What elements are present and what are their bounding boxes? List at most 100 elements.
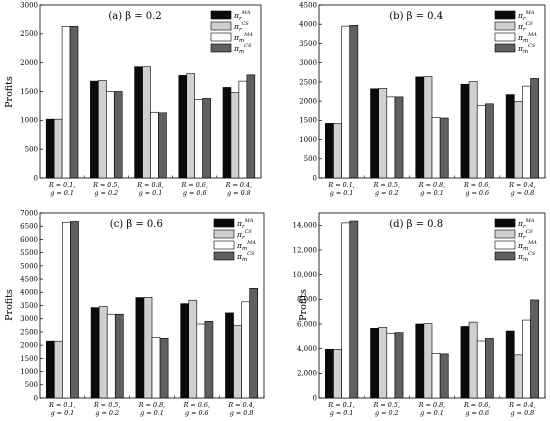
bar (513, 354, 523, 399)
y-tick-label: 3500 (20, 302, 38, 310)
bar (249, 288, 259, 399)
bar (476, 340, 486, 399)
bar (113, 91, 123, 179)
bar (530, 299, 539, 399)
legend-swatch (210, 32, 232, 42)
bar (150, 111, 159, 179)
y-tick-label: 2000 (20, 342, 38, 350)
bar (522, 319, 531, 399)
x-tick-label: g = 0.8 (511, 189, 535, 197)
y-axis-label: Profits (4, 76, 15, 108)
x-tick-label: g = 0.6 (465, 189, 489, 197)
y-tick-label: 3500 (299, 40, 317, 48)
bar (431, 353, 441, 399)
x-tick-label: R = 0.6, (463, 401, 490, 409)
bar (204, 321, 214, 399)
bar (188, 299, 198, 399)
bar (106, 313, 116, 399)
bar (468, 321, 478, 399)
bar (522, 85, 531, 179)
x-tick-label: g = 0.1 (50, 189, 74, 197)
x-tick-label: R = 0.4, (225, 181, 252, 189)
x-tick-label: R = 0.4, (227, 401, 254, 409)
y-tick-label: 1500 (20, 88, 38, 96)
bar (386, 96, 396, 179)
x-tick-label: g = 0.1 (330, 189, 354, 197)
bar (415, 323, 425, 399)
legend-swatch (210, 21, 232, 31)
x-tick-label: g = 0.1 (420, 189, 444, 197)
y-tick-label: 5500 (20, 249, 38, 257)
y-tick-label: 1500 (20, 355, 38, 363)
chart-title: (c) β = 0.6 (110, 219, 163, 230)
legend-label: πrMA (233, 10, 251, 22)
bar (159, 337, 169, 399)
bar (460, 326, 470, 399)
x-tick-label: R = 0.8, (418, 401, 445, 409)
bar (349, 25, 359, 179)
legend-label: πrCS (236, 229, 252, 241)
chart-title: (d) β = 0.8 (389, 219, 443, 230)
bar (151, 337, 161, 399)
y-axis-label: Profits (4, 289, 15, 321)
bar (158, 112, 167, 179)
y-tick-label: 1000 (20, 117, 38, 125)
chart-panel-1: 0 500 1000 1500 2000 2500 3000 Profits (a) β = 0… (4, 1, 262, 197)
bar (61, 26, 71, 179)
bar (69, 26, 79, 179)
y-tick-label: 14,000 (293, 222, 318, 230)
x-tick-label: R = 0.8, (136, 181, 163, 189)
y-tick-label: 3000 (299, 59, 317, 67)
bar (196, 323, 206, 399)
legend-swatch (494, 21, 516, 31)
bar (349, 220, 359, 399)
y-tick-label: 3000 (20, 315, 38, 323)
bar (222, 87, 232, 179)
bar (194, 99, 203, 179)
x-tick-label: g = 0.1 (330, 409, 354, 417)
legend-swatch (494, 10, 516, 20)
bar (143, 297, 153, 399)
legend-swatch (210, 10, 232, 20)
x-tick-label: g = 0.8 (227, 189, 251, 197)
bar (431, 117, 441, 179)
chart-panel-4: 0 2,000 4,000 6,000 8,000 10,000 12,000 14,000 P… (293, 212, 546, 417)
bar (370, 88, 379, 179)
bar (468, 81, 478, 179)
bar (439, 117, 449, 179)
bar (90, 307, 100, 399)
x-tick-label: R = 0.1, (327, 181, 354, 189)
legend-label: πmMA (233, 32, 253, 44)
bar (180, 303, 190, 399)
x-tick-label: g = 0.8 (511, 409, 535, 417)
bar (423, 76, 433, 179)
bar (178, 75, 188, 179)
legend-label: πrMA (236, 218, 254, 230)
legend-label: πmMA (517, 32, 537, 44)
legend-label: πmCS (517, 251, 536, 263)
bar (325, 123, 334, 179)
y-tick-label: 1500 (299, 117, 317, 125)
bar (53, 118, 63, 179)
chart-panel-3: 0 500 1000 1500 2000 2500 3000 3500 4000 4500 5000… (4, 209, 265, 417)
x-tick-label: g = 0.1 (51, 409, 75, 417)
y-tick-label: 10,000 (293, 271, 318, 279)
y-tick-label: 4000 (20, 289, 38, 297)
x-tick-label: g = 0.1 (140, 409, 164, 417)
bar (70, 221, 79, 399)
bar (45, 340, 55, 399)
y-tick-label: 5000 (20, 262, 38, 270)
x-tick-label: R = 0.6, (183, 401, 210, 409)
bar (325, 348, 334, 399)
y-tick-label: 7000 (20, 209, 38, 217)
legend-swatch (494, 240, 516, 250)
y-tick-label: 4,000 (297, 345, 317, 353)
y-tick-label: 4000 (299, 21, 317, 29)
y-tick-label: 12,000 (293, 246, 318, 254)
bar (98, 80, 107, 179)
bar (341, 25, 351, 179)
x-tick-label: g = 0.1 (139, 189, 163, 197)
legend-label: πmMA (517, 240, 537, 252)
